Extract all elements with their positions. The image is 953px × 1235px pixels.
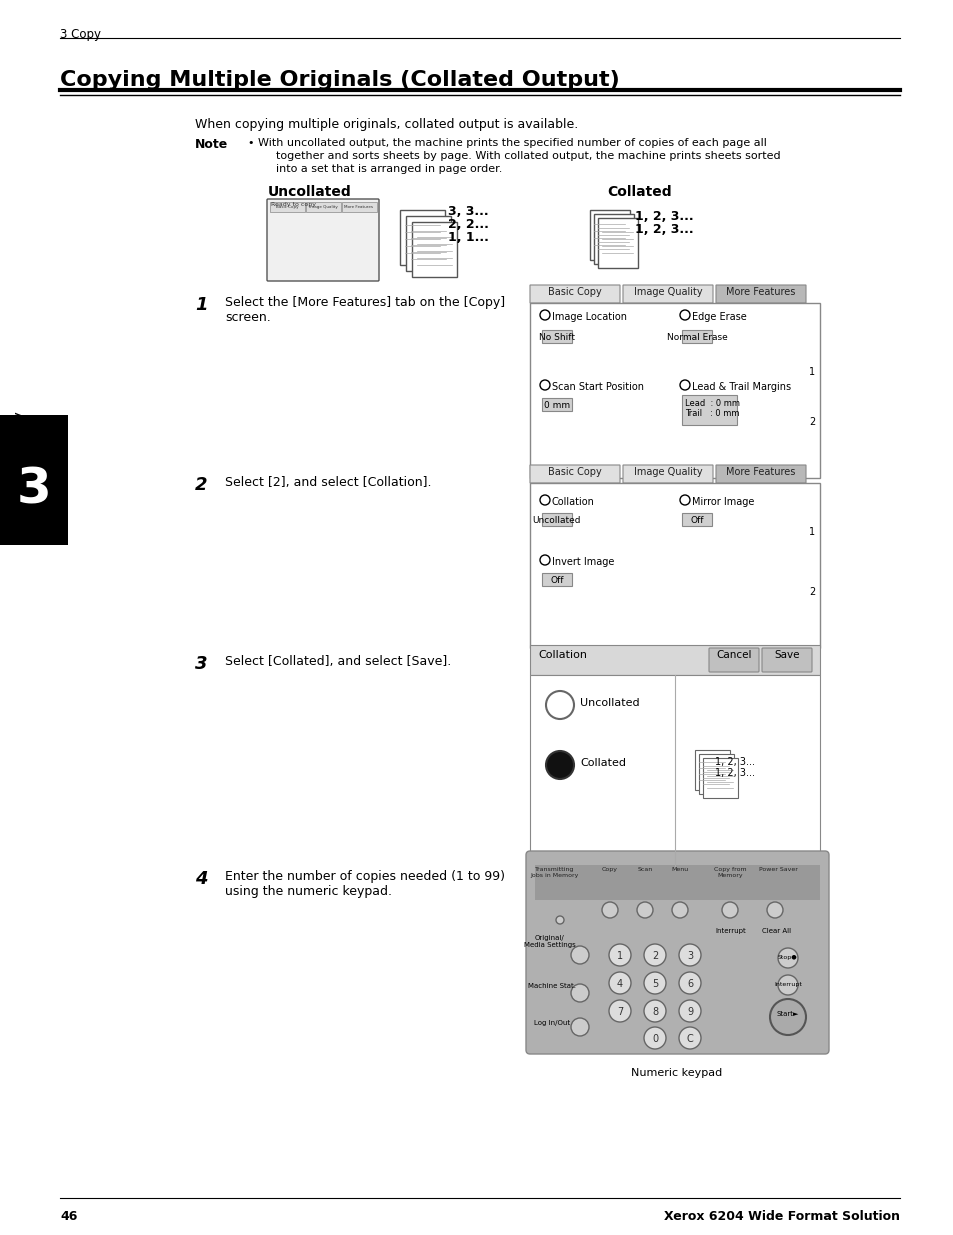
Circle shape (679, 380, 689, 390)
Text: 6: 6 (686, 979, 692, 989)
Bar (535, 864, 820, 900)
Text: Invert Image: Invert Image (552, 557, 614, 567)
Text: When copying multiple originals, collated output is available.: When copying multiple originals, collate… (194, 119, 578, 131)
Text: 46: 46 (60, 1210, 77, 1223)
Text: More Features: More Features (725, 467, 795, 477)
Text: 2: 2 (808, 587, 814, 597)
Text: 0 mm: 0 mm (543, 401, 570, 410)
Text: Scan Start Position: Scan Start Position (552, 382, 643, 391)
Text: Interrupt: Interrupt (714, 927, 745, 934)
Circle shape (545, 692, 574, 719)
Text: 4: 4 (194, 869, 208, 888)
Text: Note: Note (194, 138, 228, 151)
Text: Collated: Collated (607, 185, 672, 199)
Bar (681, 513, 711, 526)
Text: Basic Copy: Basic Copy (275, 205, 298, 209)
Text: Interrupt: Interrupt (773, 982, 801, 987)
Circle shape (539, 555, 550, 564)
Text: Trail   : 0 mm: Trail : 0 mm (684, 409, 739, 417)
Bar (0, 415, 68, 545)
Circle shape (637, 902, 652, 918)
FancyBboxPatch shape (622, 285, 712, 303)
Text: 1, 2, 3...: 1, 2, 3... (714, 757, 754, 767)
Bar (541, 398, 572, 411)
Circle shape (679, 944, 700, 966)
Bar (598, 219, 638, 268)
Text: Power Saver: Power Saver (758, 867, 797, 872)
Text: 5: 5 (651, 979, 658, 989)
Circle shape (778, 974, 797, 995)
Text: Copy: Copy (12, 410, 28, 450)
Circle shape (679, 310, 689, 320)
Text: 7: 7 (617, 1007, 622, 1016)
Circle shape (643, 944, 665, 966)
Text: Select [2], and select [Collation].: Select [2], and select [Collation]. (225, 475, 431, 489)
Bar (341, 203, 376, 212)
Text: 3: 3 (686, 951, 692, 961)
Text: Image Location: Image Location (552, 312, 626, 322)
Text: Copying Multiple Originals (Collated Output): Copying Multiple Originals (Collated Out… (60, 70, 619, 90)
FancyBboxPatch shape (267, 199, 378, 282)
Text: Lead & Trail Margins: Lead & Trail Margins (691, 382, 790, 391)
Text: Menu: Menu (671, 867, 688, 872)
Text: 1: 1 (808, 527, 814, 537)
Bar (270, 203, 305, 212)
Text: into a set that is arranged in page order.: into a set that is arranged in page orde… (248, 164, 502, 174)
Text: 3: 3 (194, 655, 208, 673)
Text: 2: 2 (808, 417, 814, 427)
Text: More Features: More Features (725, 287, 795, 296)
Circle shape (766, 902, 782, 918)
Text: Collation: Collation (537, 650, 586, 659)
Text: Xerox 6204 Wide Format Solution: Xerox 6204 Wide Format Solution (663, 1210, 899, 1223)
Text: Cancel: Cancel (716, 650, 751, 659)
Bar (399, 210, 444, 266)
Text: 1: 1 (194, 296, 208, 314)
Circle shape (608, 944, 630, 966)
Text: 2, 2...: 2, 2... (448, 219, 488, 231)
Bar (306, 203, 340, 212)
Circle shape (571, 984, 588, 1002)
Circle shape (679, 972, 700, 994)
Text: 1: 1 (808, 367, 814, 377)
Text: Enter the number of copies needed (1 to 99)
using the numeric keypad.: Enter the number of copies needed (1 to … (225, 869, 504, 898)
Text: Ready to copy: Ready to copy (271, 203, 315, 207)
FancyBboxPatch shape (530, 285, 619, 303)
Bar (530, 483, 820, 648)
Text: Normal Erase: Normal Erase (666, 333, 726, 342)
FancyBboxPatch shape (525, 851, 828, 1053)
Bar (541, 330, 572, 343)
Text: Stop●: Stop● (778, 955, 797, 960)
Text: • With uncollated output, the machine prints the specified number of copies of e: • With uncollated output, the machine pr… (248, 138, 766, 148)
Text: 9: 9 (686, 1007, 692, 1016)
Text: More Features: More Features (344, 205, 374, 209)
Bar (530, 645, 820, 676)
Text: 4: 4 (617, 979, 622, 989)
Text: Copy from
Memory: Copy from Memory (713, 867, 745, 878)
Text: No Shift: No Shift (538, 333, 575, 342)
Circle shape (571, 1018, 588, 1036)
Text: Edge Erase: Edge Erase (691, 312, 746, 322)
Text: C: C (686, 1034, 693, 1044)
Text: Transmitting
Jobs in Memory: Transmitting Jobs in Memory (530, 867, 578, 878)
FancyBboxPatch shape (716, 466, 805, 483)
Circle shape (671, 902, 687, 918)
Text: 3, 3...: 3, 3... (448, 205, 488, 219)
Text: Machine Stat.: Machine Stat. (527, 983, 576, 989)
Circle shape (721, 902, 738, 918)
Circle shape (608, 972, 630, 994)
Bar (681, 395, 737, 425)
Text: Select [Collated], and select [Save].: Select [Collated], and select [Save]. (225, 655, 451, 668)
Bar (699, 755, 733, 794)
Circle shape (679, 495, 689, 505)
Bar (702, 758, 738, 798)
Circle shape (539, 495, 550, 505)
Text: 3 Copy: 3 Copy (60, 28, 101, 41)
Circle shape (545, 751, 574, 779)
Bar (541, 573, 572, 585)
FancyBboxPatch shape (530, 466, 619, 483)
Text: 8: 8 (651, 1007, 658, 1016)
Text: 1, 2, 3...: 1, 2, 3... (714, 768, 754, 778)
Text: Collation: Collation (552, 496, 595, 508)
Text: Select the [More Features] tab on the [Copy]
screen.: Select the [More Features] tab on the [C… (225, 296, 504, 324)
Circle shape (643, 972, 665, 994)
